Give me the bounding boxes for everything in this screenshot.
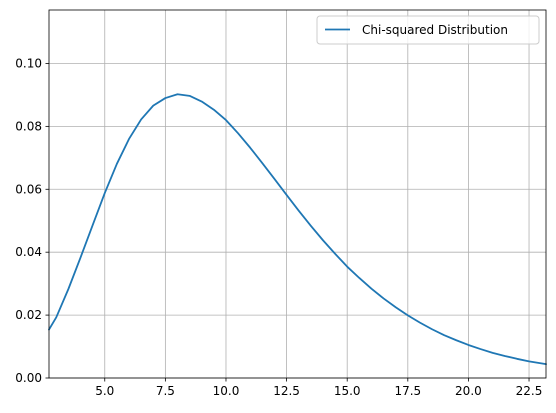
plot-background (49, 10, 546, 378)
y-tick-label: 0.06 (15, 182, 42, 196)
plot-frame (48, 9, 547, 379)
x-tick-label: 20.0 (455, 384, 482, 398)
series-line (48, 93, 547, 366)
x-tick-label: 15.0 (334, 384, 361, 398)
x-tick-label: 17.5 (394, 384, 421, 398)
legend-box (316, 15, 540, 45)
legend-label: Chi-squared Distribution (362, 23, 508, 37)
series-group (48, 93, 547, 366)
y-tick-label: 0.08 (15, 119, 42, 133)
x-tick-label: 10.0 (213, 384, 240, 398)
grid (49, 10, 546, 379)
legend: Chi-squared Distribution (316, 15, 540, 45)
x-tick-label: 5.0 (95, 384, 114, 398)
y-axis: 0.00 0.02 0.04 0.06 0.08 0.10 (15, 56, 49, 385)
x-tick-label: 12.5 (273, 384, 300, 398)
x-axis: 5.0 7.5 10.0 12.5 15.0 17.5 20.0 22.5 (95, 378, 542, 398)
y-tick-label: 0.00 (15, 371, 42, 385)
y-tick-label: 0.10 (15, 56, 42, 70)
y-tick-label: 0.02 (15, 308, 42, 322)
y-tick-label: 0.04 (15, 245, 42, 259)
x-tick-label: 22.5 (516, 384, 543, 398)
x-tick-label: 7.5 (156, 384, 175, 398)
